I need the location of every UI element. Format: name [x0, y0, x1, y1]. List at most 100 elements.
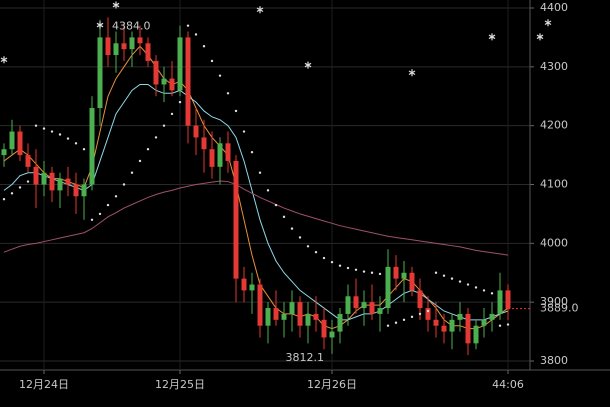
star-marker [112, 1, 120, 9]
candle-body [505, 290, 511, 309]
candle-body [113, 43, 119, 56]
star-marker [256, 6, 264, 14]
candle-body [137, 37, 143, 44]
sar-dot [34, 124, 38, 127]
candle-body [161, 78, 167, 85]
candle-body [57, 178, 63, 191]
candle-body [449, 319, 455, 332]
sar-dot [258, 171, 262, 174]
sar-dot [306, 245, 310, 248]
sar-dot [146, 148, 150, 151]
sar-dot [450, 277, 454, 280]
candle-body [497, 290, 503, 314]
ma-line [3, 45, 509, 330]
sar-dot [170, 112, 174, 116]
high-label: 4384.0 [112, 19, 151, 32]
candle-body [321, 319, 327, 338]
star-marker [96, 21, 104, 29]
candle-body [177, 37, 183, 91]
candle-body [409, 272, 415, 291]
sar-dot [226, 92, 230, 95]
sar-dot [490, 292, 494, 295]
candle-body [185, 37, 191, 126]
sar-dot [354, 268, 358, 272]
candle-body [129, 37, 135, 50]
candle-body [233, 160, 239, 279]
candle-body [289, 302, 295, 314]
sar-dot [426, 309, 430, 313]
y-tick-label: 4300 [540, 60, 568, 73]
candle-body [281, 313, 287, 320]
candle-body [105, 37, 111, 56]
candle-body [273, 308, 279, 320]
sar-dot [74, 142, 78, 145]
sar-dot [378, 272, 382, 276]
candle-body [17, 131, 23, 156]
sar-dot [466, 283, 470, 286]
y-tick-label: 4100 [540, 178, 568, 191]
sar-dot [122, 183, 126, 186]
candle-body [457, 313, 463, 320]
candle-body [377, 308, 383, 314]
y-tick-label: 4000 [540, 236, 568, 249]
sar-dot [138, 159, 142, 163]
sar-dot [346, 266, 350, 270]
x-tick-label: 44:06 [492, 378, 524, 391]
candle-body [305, 313, 311, 326]
candle-body [225, 143, 231, 161]
sar-dot [418, 312, 422, 316]
sar-dot [362, 270, 366, 273]
candle-body [257, 284, 263, 326]
candle-body [433, 319, 439, 326]
star-marker [488, 33, 496, 41]
sar-dot [154, 136, 158, 139]
sar-dot [410, 315, 414, 319]
sar-dot [50, 130, 54, 133]
candle-body [385, 266, 391, 309]
sar-dot [506, 323, 510, 326]
sar-dot [474, 286, 478, 289]
sar-dot [210, 59, 214, 63]
candle-body [345, 296, 351, 314]
candle-body [1, 149, 7, 156]
y-tick-label: 3900 [540, 295, 568, 308]
sar-dot [130, 171, 134, 174]
y-tick-label: 3800 [540, 354, 568, 367]
sar-dot [314, 250, 318, 254]
sar-dot [82, 148, 86, 151]
sar-dot [178, 100, 182, 104]
candle-body [241, 278, 247, 291]
candle-body [369, 302, 375, 314]
sar-dot [106, 203, 110, 207]
candle-body [481, 319, 487, 326]
star-marker [408, 69, 416, 77]
candle-body [97, 37, 103, 109]
sar-dot [90, 218, 94, 221]
star-marker [544, 19, 552, 27]
star-marker [0, 56, 8, 64]
sar-dot [186, 24, 190, 27]
sar-dot [322, 256, 326, 260]
candle-body [393, 266, 399, 279]
sar-dot [42, 127, 46, 130]
sar-dot [498, 324, 502, 327]
candle-body [465, 313, 471, 344]
candle-body [401, 272, 407, 279]
candle-body [193, 125, 199, 138]
sar-dot [202, 45, 206, 48]
candle-body [81, 184, 87, 197]
candle-body [73, 184, 79, 197]
sar-dot [338, 264, 342, 267]
candle-body [489, 313, 495, 320]
candle-body [201, 137, 207, 150]
sar-dot [394, 321, 398, 324]
candle-body [353, 296, 359, 309]
sar-dot [162, 124, 166, 127]
candle-body [33, 166, 39, 185]
star-marker [536, 33, 544, 41]
sar-dot [218, 74, 222, 77]
sar-dot [274, 203, 278, 207]
sar-dot [10, 192, 14, 195]
